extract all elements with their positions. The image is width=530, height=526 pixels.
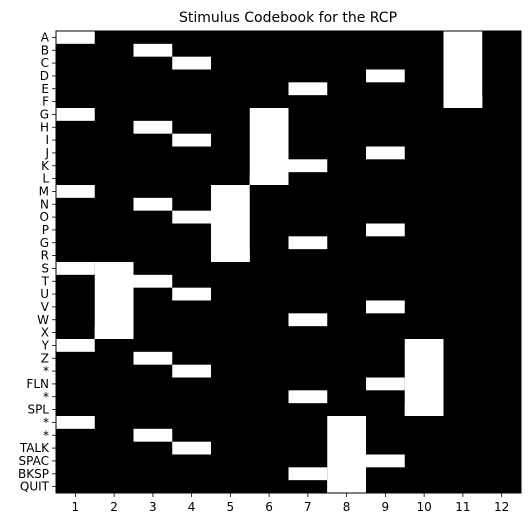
heatmap-cell: [133, 428, 173, 442]
x-tick-label: 8: [343, 500, 351, 514]
heatmap-cell: [366, 146, 405, 160]
y-tick-label: D: [40, 69, 49, 83]
chart-title: Stimulus Codebook for the RCP: [179, 10, 397, 26]
x-tick-label: 5: [227, 500, 235, 514]
heatmap-cell: [288, 467, 328, 481]
heatmap-cell: [133, 351, 173, 365]
y-tick-label: V: [41, 300, 50, 314]
heatmap-cell: [327, 480, 366, 493]
plot-frame: [55, 30, 522, 494]
x-tick-label: 9: [382, 500, 390, 514]
heatmap-cell: [56, 262, 95, 275]
y-tick-label: FLN: [26, 377, 49, 391]
y-tick-label: J: [44, 146, 49, 160]
heatmap-cell-block: [249, 108, 289, 185]
heatmap-cell: [56, 31, 95, 44]
heatmap-cell: [133, 274, 173, 288]
heatmap-cell: [172, 287, 211, 301]
x-tick-label: 12: [494, 500, 509, 514]
y-tick-label: K: [41, 159, 50, 173]
heatmap-cell: [172, 210, 211, 224]
x-tick-label: 11: [455, 500, 470, 514]
x-tick-label: 7: [304, 500, 312, 514]
y-tick-label: QUIT: [20, 480, 50, 494]
y-tick-label: BKSP: [18, 467, 49, 481]
y-tick-label: C: [41, 56, 49, 70]
heatmap-cell: [172, 364, 211, 378]
x-tick-label: 2: [110, 500, 118, 514]
y-tick-label: X: [41, 326, 49, 340]
x-axis: 1 2 3 4 5 6 7 8 9 10 11 12: [72, 493, 509, 514]
y-tick-label: N: [40, 197, 49, 211]
y-tick-label: E: [41, 82, 49, 96]
y-tick-label: T: [41, 274, 50, 288]
x-tick-label: 4: [188, 500, 196, 514]
heatmap-cell: [288, 236, 328, 250]
y-tick-label: *: [43, 428, 49, 442]
heatmap-cell: [288, 390, 328, 404]
heatmap-cell-block: [327, 416, 366, 493]
heatmap-cell: [366, 454, 405, 468]
y-tick-label: Y: [41, 338, 50, 352]
heatmap-cell: [133, 120, 173, 134]
heatmap-cell: [172, 133, 211, 147]
y-tick-label: *: [43, 415, 49, 429]
heatmap-cell: [288, 82, 328, 96]
y-tick-label: S: [41, 261, 49, 275]
y-tick-label: H: [40, 120, 49, 134]
heatmap-cell: [56, 416, 95, 429]
y-tick-label: M: [39, 184, 49, 198]
heatmap-cell: [366, 300, 405, 314]
y-tick-label: *: [43, 364, 49, 378]
heatmap-cells: [56, 31, 483, 493]
y-tick-label: U: [40, 287, 49, 301]
y-axis: ABCDEFGHIJKLMNOPGRSTUVWXYZ*FLN*SPL**TALK…: [18, 30, 56, 494]
y-tick-label: F: [42, 95, 49, 109]
heatmap-cell-block: [443, 31, 483, 108]
y-tick-label: I: [45, 133, 49, 147]
y-tick-label: R: [41, 249, 49, 263]
y-tick-label: A: [41, 30, 50, 44]
x-tick-label: 6: [265, 500, 273, 514]
heatmap-cell: [133, 197, 173, 211]
heatmap-cell: [443, 95, 483, 108]
y-tick-label: P: [42, 223, 49, 237]
heatmap-cell: [404, 403, 444, 416]
y-tick-label: B: [41, 43, 49, 57]
y-tick-label: *: [43, 390, 49, 404]
y-tick-label: G: [40, 107, 49, 121]
heatmap-cell: [56, 339, 95, 352]
heatmap-cell: [133, 43, 173, 57]
heatmap-cell: [211, 249, 250, 262]
y-tick-label: SPAC: [19, 454, 49, 468]
heatmap-cell: [172, 56, 211, 70]
y-tick-label: G: [40, 236, 49, 250]
heatmap-cell: [249, 172, 289, 185]
heatmap-cell: [94, 326, 134, 339]
x-tick-label: 10: [416, 500, 431, 514]
y-tick-label: L: [42, 172, 49, 186]
x-tick-label: 3: [149, 500, 157, 514]
heatmap-cell: [56, 185, 95, 198]
heatmap-cell-block: [404, 339, 444, 416]
heatmap-cell: [366, 223, 405, 237]
x-tick-label: 1: [72, 500, 80, 514]
y-tick-label: O: [40, 210, 49, 224]
heatmap-cell-block: [94, 262, 134, 339]
y-tick-label: SPL: [27, 403, 49, 417]
heatmap-cell: [172, 441, 211, 455]
heatmap-cell: [366, 377, 405, 391]
heatmap-cell-block: [211, 185, 250, 262]
y-tick-label: Z: [41, 351, 49, 365]
heatmap-cell: [366, 69, 405, 83]
heatmap-cell: [56, 108, 95, 121]
heatmap-cell: [288, 159, 328, 173]
heatmap-cell: [288, 313, 328, 327]
y-tick-label: TALK: [19, 441, 50, 455]
y-tick-label: W: [37, 313, 49, 327]
